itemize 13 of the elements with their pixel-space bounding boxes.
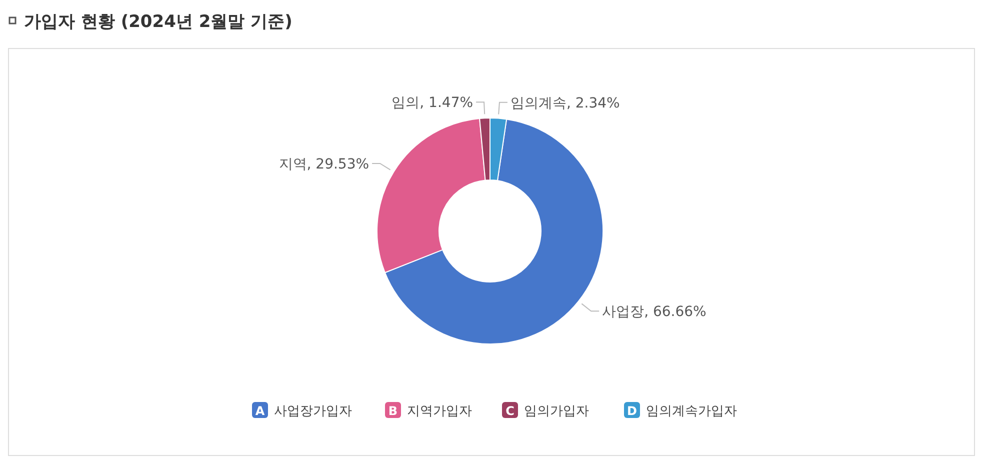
text: C	[506, 404, 515, 418]
data-label: 임의, 1.47%	[392, 95, 474, 112]
legend-label: 지역가입자	[407, 404, 472, 419]
legend-label: 임의가입자	[524, 404, 589, 419]
data-label: 지역, 29.53%	[278, 156, 370, 172]
text: A	[255, 404, 266, 418]
legend-label: 임의계속가입자	[646, 404, 737, 419]
chart-title: 가입자 현황 (2024년 2월말 기준)	[24, 12, 292, 32]
text: B	[388, 404, 398, 418]
text: D	[627, 404, 638, 418]
data-label: 사업장, 66.66%	[602, 304, 706, 320]
data-label: 임의계속, 2.34%	[510, 95, 620, 112]
legend-label: 사업장가입자	[274, 404, 352, 419]
